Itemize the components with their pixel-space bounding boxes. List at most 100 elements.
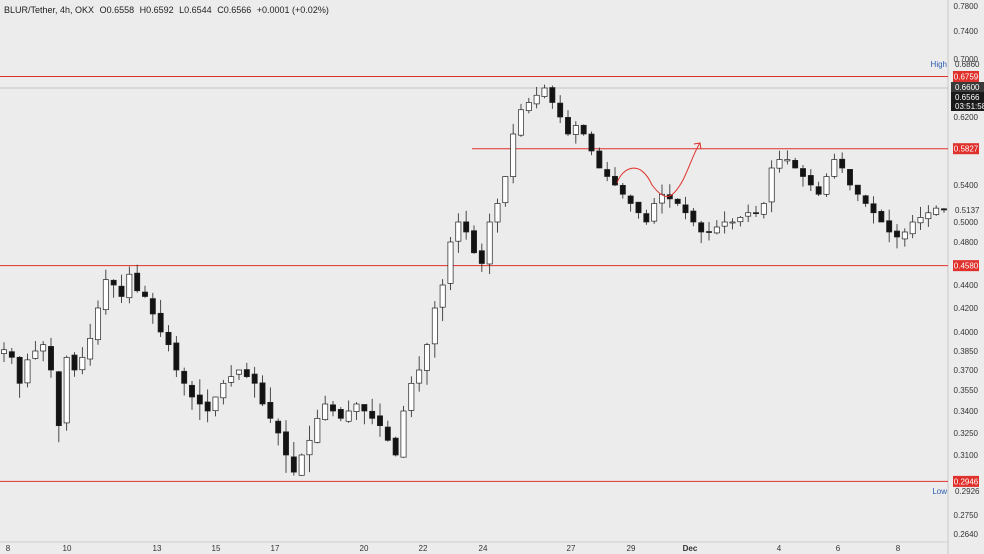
candle-body bbox=[682, 204, 689, 214]
arrow-head-icon bbox=[693, 142, 702, 150]
candle-body bbox=[314, 417, 321, 443]
candle-body bbox=[541, 87, 548, 97]
candle-body bbox=[298, 454, 305, 476]
candle-body bbox=[760, 203, 767, 215]
candle-body bbox=[126, 273, 133, 299]
candle-body bbox=[627, 195, 634, 204]
price-marker-label: 0.2926 bbox=[955, 487, 980, 496]
candle-body bbox=[612, 175, 618, 186]
x-tick-label: 29 bbox=[627, 544, 636, 553]
candle-body bbox=[87, 337, 94, 360]
candle-body bbox=[290, 456, 297, 473]
candle-body bbox=[862, 195, 869, 204]
annotation-curve[interactable] bbox=[616, 142, 701, 197]
candle-body bbox=[854, 184, 861, 195]
x-tick-label: 24 bbox=[479, 544, 488, 553]
candle-body bbox=[369, 410, 376, 419]
candle-body bbox=[807, 175, 814, 186]
candle-body bbox=[588, 133, 595, 152]
candle-body bbox=[134, 272, 141, 292]
candle-body bbox=[713, 226, 720, 234]
level-price-badge bbox=[953, 260, 979, 272]
candle-body bbox=[525, 102, 532, 111]
candle-body bbox=[63, 356, 70, 424]
y-tick-label: 0.7800 bbox=[954, 2, 979, 11]
level-price-badge bbox=[953, 475, 979, 487]
candle-body bbox=[157, 312, 164, 333]
candle-body bbox=[16, 356, 23, 384]
candle-body bbox=[572, 125, 579, 135]
candle-body bbox=[196, 394, 203, 405]
candle-body bbox=[510, 133, 517, 177]
candle-body bbox=[243, 369, 250, 378]
y-tick-label: 0.3550 bbox=[954, 386, 979, 395]
y-tick-label: 0.3100 bbox=[954, 451, 979, 460]
candle-body bbox=[165, 331, 172, 346]
candle-body bbox=[236, 369, 242, 375]
candle-body bbox=[533, 94, 540, 105]
candle-body bbox=[580, 124, 587, 135]
candle-body bbox=[933, 207, 940, 215]
level-price-label: 0.6759 bbox=[954, 72, 979, 81]
candle-body bbox=[800, 168, 806, 177]
candle-body bbox=[32, 350, 39, 359]
candle-body bbox=[463, 221, 470, 233]
candle-body bbox=[102, 279, 109, 311]
price-marker-tag: High bbox=[931, 60, 947, 69]
candle-body bbox=[619, 185, 626, 195]
candle-body bbox=[792, 160, 799, 169]
candle-body bbox=[486, 221, 493, 265]
change-value: +0.0001 (+0.02%) bbox=[256, 5, 329, 15]
candle-body bbox=[228, 376, 235, 383]
y-tick-label: 0.3400 bbox=[954, 407, 979, 416]
y-tick-label: 0.2750 bbox=[954, 511, 979, 520]
candle-body bbox=[909, 221, 916, 235]
candle-body bbox=[447, 241, 454, 284]
open-value: O0.6558 bbox=[99, 5, 135, 15]
candle-body bbox=[181, 370, 188, 384]
candle-body bbox=[220, 382, 227, 399]
x-tick-label: 10 bbox=[63, 544, 72, 553]
candle-body bbox=[925, 212, 932, 220]
candle-body bbox=[173, 342, 180, 371]
level-price-label: 0.4580 bbox=[954, 262, 979, 271]
candle-body bbox=[478, 250, 485, 264]
candle-body bbox=[416, 369, 423, 384]
candle-body bbox=[894, 230, 900, 238]
candle-body bbox=[189, 384, 195, 398]
level-price-badge bbox=[953, 70, 979, 82]
price-marker-label: 0.5137 bbox=[955, 206, 980, 215]
candle-body bbox=[721, 221, 728, 227]
candle-body bbox=[941, 208, 947, 211]
candle-body bbox=[674, 198, 681, 204]
price-marker-badge bbox=[951, 92, 984, 102]
candle-body bbox=[118, 285, 125, 297]
candle-body bbox=[283, 431, 289, 456]
candle-body bbox=[643, 213, 650, 223]
candle-body bbox=[24, 359, 31, 384]
y-tick-label: 0.6200 bbox=[954, 113, 979, 122]
x-tick-label: 15 bbox=[212, 544, 221, 553]
candle-body bbox=[204, 401, 211, 412]
y-tick-label: 0.3850 bbox=[954, 347, 979, 356]
x-tick-label: 17 bbox=[271, 544, 280, 553]
candle-body bbox=[878, 211, 885, 223]
candle-body bbox=[48, 346, 54, 371]
candle-body bbox=[823, 176, 830, 195]
candle-body bbox=[377, 415, 383, 427]
y-tick-label: 0.2640 bbox=[954, 530, 979, 539]
candle-body bbox=[729, 221, 736, 224]
candle-body bbox=[259, 382, 266, 405]
candle-body bbox=[839, 158, 846, 169]
candle-body bbox=[886, 220, 893, 233]
price-marker-tag: Low bbox=[932, 487, 947, 496]
candle-body bbox=[870, 203, 877, 214]
candle-body bbox=[768, 167, 775, 203]
x-tick-label: 22 bbox=[419, 544, 428, 553]
candle-body bbox=[847, 169, 853, 186]
candle-body bbox=[1, 349, 7, 354]
candle-body bbox=[149, 298, 156, 315]
candle-body bbox=[71, 354, 78, 371]
